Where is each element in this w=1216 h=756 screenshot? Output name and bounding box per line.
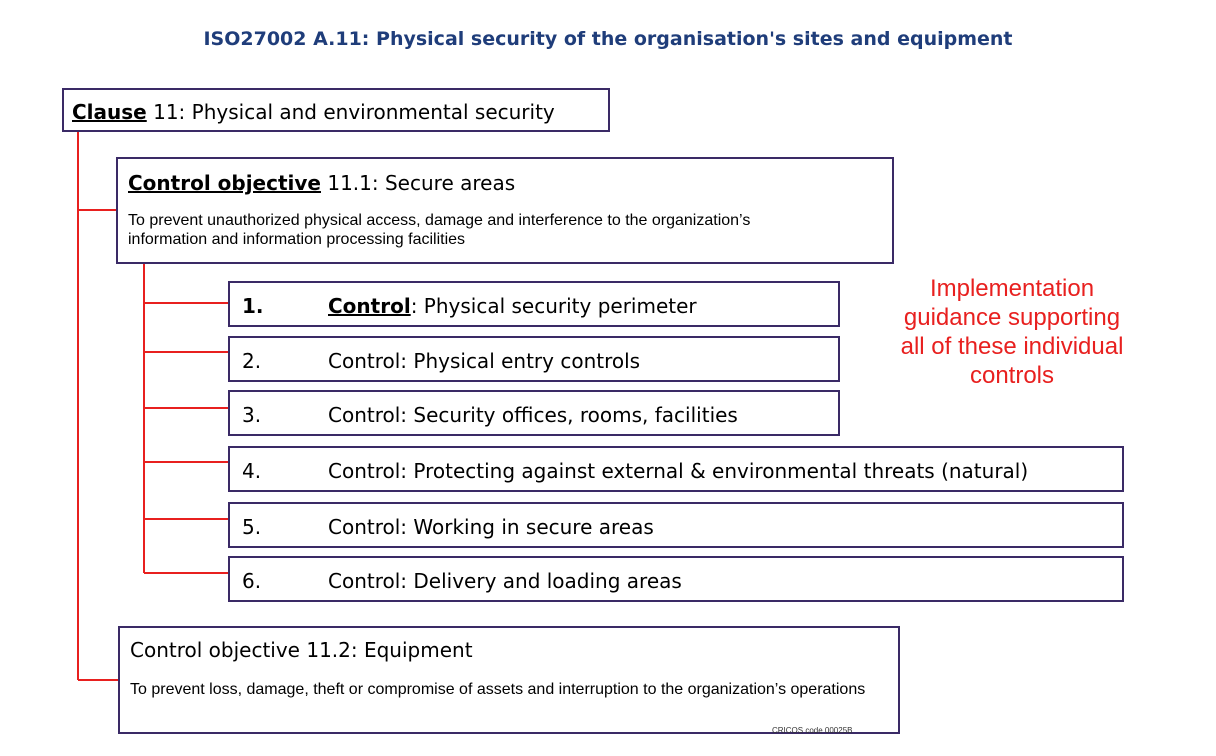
control-objective-2-box: Control objective 11.2: Equipment To pre… (118, 626, 900, 734)
clause-box: Clause 11: Physical and environmental se… (62, 88, 610, 132)
control-keyword: Control (328, 294, 411, 318)
control-objective-2-heading: Control objective 11.2: Equipment (130, 638, 473, 662)
control-text: Control: Working in secure areas (328, 515, 654, 539)
control-number: 2. (242, 349, 262, 373)
control-label: Control: Physical security perimeter (328, 294, 697, 318)
control-objective-1-keyword: Control objective (128, 171, 321, 195)
control-number: 4. (242, 459, 262, 483)
control-text: Control: Delivery and loading areas (328, 569, 682, 593)
control-box-5: 5. Control: Working in secure areas (228, 502, 1124, 548)
cricos-code: CRICOS code 00025B (772, 726, 853, 735)
clause-text: 11: Physical and environmental security (146, 100, 555, 124)
control-text: Control: Protecting against external & e… (328, 459, 1029, 483)
control-number: 3. (242, 403, 262, 427)
clause-keyword: Clause (72, 100, 147, 124)
control-objective-1-heading: Control objective 11.1: Secure areas (128, 171, 515, 195)
implementation-guidance-note: Implementation guidance supporting all o… (900, 275, 1124, 389)
control-objective-1-text: 11.1: Secure areas (321, 171, 516, 195)
control-box-3: 3. Control: Security offices, rooms, fac… (228, 390, 840, 436)
clause-heading: Clause 11: Physical and environmental se… (72, 100, 555, 124)
control-number: 1. (242, 294, 264, 318)
control-text: Control: Physical entry controls (328, 349, 641, 373)
control-number: 6. (242, 569, 262, 593)
control-number: 5. (242, 515, 262, 539)
control-text: : Physical security perimeter (410, 294, 697, 318)
control-box-1: 1. Control: Physical security perimeter (228, 281, 840, 327)
control-text: Control: Security offices, rooms, facili… (328, 403, 738, 427)
control-box-4: 4. Control: Protecting against external … (228, 446, 1124, 492)
control-box-6: 6. Control: Delivery and loading areas (228, 556, 1124, 602)
control-objective-1-description: To prevent unauthorized physical access,… (128, 212, 751, 248)
control-box-2: 2. Control: Physical entry controls (228, 336, 840, 382)
control-objective-1-box: Control objective 11.1: Secure areas To … (116, 157, 894, 264)
page-title: ISO27002 A.11: Physical security of the … (203, 28, 1013, 50)
control-objective-2-description: To prevent loss, damage, theft or compro… (130, 681, 866, 698)
